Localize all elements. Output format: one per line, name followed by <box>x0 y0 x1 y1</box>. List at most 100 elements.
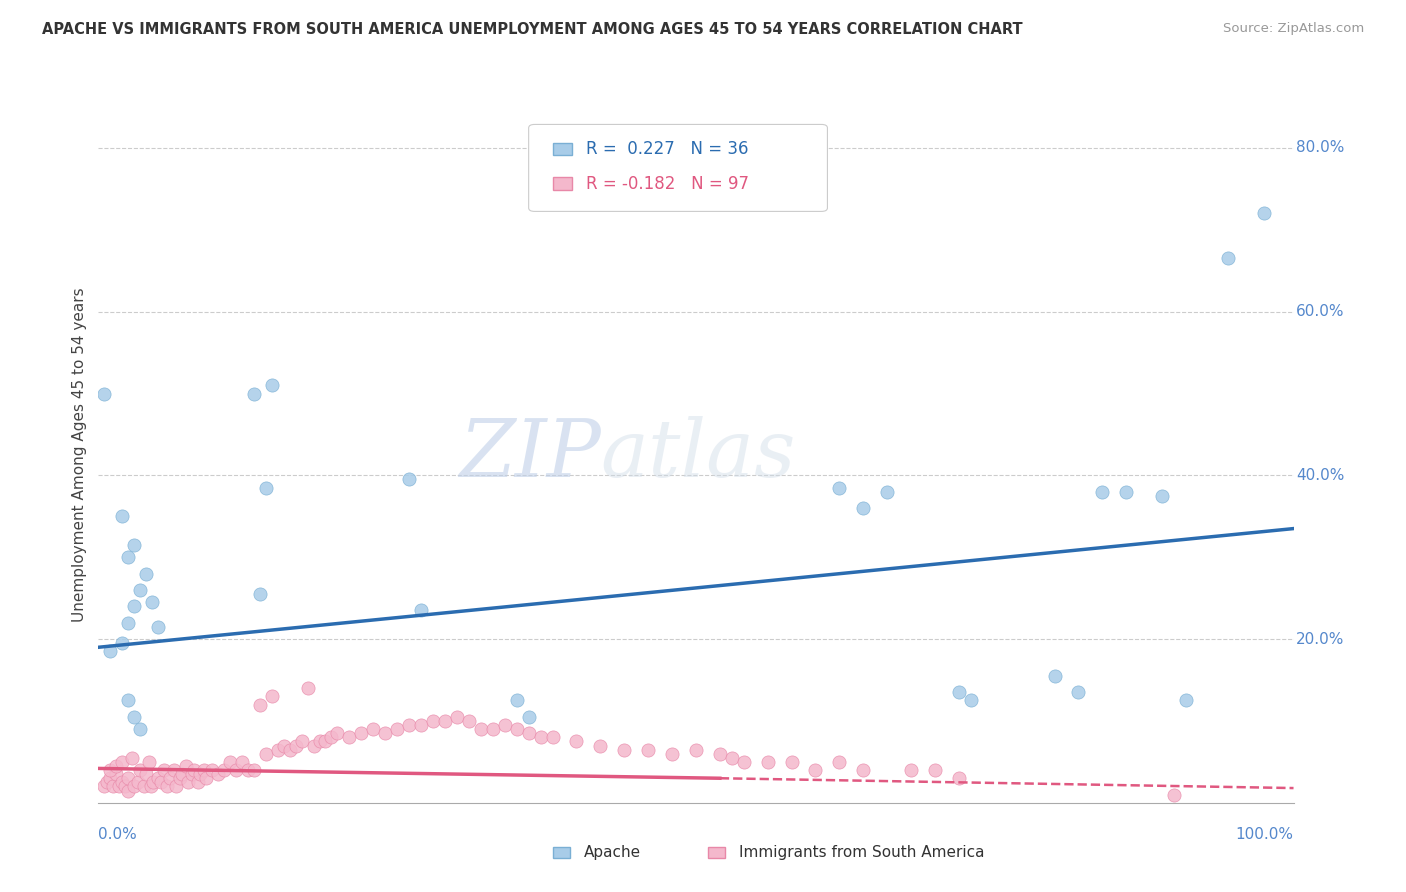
Point <box>121 751 143 765</box>
Point <box>212 763 235 777</box>
Text: atlas: atlas <box>600 417 796 493</box>
FancyBboxPatch shape <box>553 143 572 155</box>
Point <box>149 775 172 789</box>
Point <box>529 731 551 745</box>
Point <box>398 718 420 732</box>
FancyBboxPatch shape <box>709 847 725 858</box>
Point <box>1091 484 1114 499</box>
Point <box>948 685 970 699</box>
Point <box>155 780 177 794</box>
Point <box>98 763 122 777</box>
Point <box>302 739 325 753</box>
Point <box>249 698 271 712</box>
Point <box>326 726 349 740</box>
Point <box>163 763 186 777</box>
Point <box>374 726 396 740</box>
Point <box>243 763 266 777</box>
Point <box>159 771 181 785</box>
Point <box>194 771 217 785</box>
Point <box>148 620 170 634</box>
Point <box>278 742 301 756</box>
FancyBboxPatch shape <box>529 124 827 211</box>
Point <box>135 767 157 781</box>
Text: 20.0%: 20.0% <box>1296 632 1344 647</box>
Point <box>129 763 152 777</box>
Point <box>900 763 922 777</box>
Point <box>350 726 373 740</box>
Point <box>187 775 209 789</box>
Point <box>141 595 163 609</box>
Point <box>613 742 636 756</box>
Point <box>93 780 115 794</box>
Text: 100.0%: 100.0% <box>1236 827 1294 842</box>
Point <box>852 763 875 777</box>
Point <box>124 538 146 552</box>
Point <box>127 775 149 789</box>
FancyBboxPatch shape <box>553 178 572 190</box>
Point <box>959 693 981 707</box>
Point <box>411 718 433 732</box>
Point <box>315 734 337 748</box>
Point <box>517 710 540 724</box>
Point <box>129 582 152 597</box>
Point <box>1067 685 1090 699</box>
Point <box>124 599 146 614</box>
Point <box>219 755 242 769</box>
Point <box>105 767 128 781</box>
Point <box>517 726 540 740</box>
Text: 80.0%: 80.0% <box>1296 140 1344 155</box>
Point <box>111 775 134 789</box>
Point <box>142 775 165 789</box>
Text: Source: ZipAtlas.com: Source: ZipAtlas.com <box>1223 22 1364 36</box>
Text: R = -0.182   N = 97: R = -0.182 N = 97 <box>586 175 749 193</box>
Text: 0.0%: 0.0% <box>98 827 138 842</box>
Point <box>153 763 176 777</box>
Text: 40.0%: 40.0% <box>1296 468 1344 483</box>
Point <box>828 755 851 769</box>
Point <box>721 751 744 765</box>
Point <box>124 780 146 794</box>
Point <box>1253 206 1275 220</box>
Point <box>828 481 851 495</box>
Point <box>98 644 122 658</box>
Point <box>132 780 155 794</box>
Point <box>139 780 162 794</box>
Point <box>111 755 134 769</box>
Point <box>96 775 118 789</box>
Point <box>924 763 946 777</box>
Point <box>398 473 420 487</box>
Point <box>685 742 707 756</box>
Point <box>494 718 516 732</box>
Point <box>433 714 456 728</box>
Point <box>124 710 146 724</box>
Text: ZIP: ZIP <box>458 417 600 493</box>
Point <box>225 763 247 777</box>
Point <box>541 731 564 745</box>
Text: Apache: Apache <box>583 846 641 861</box>
Text: R =  0.227   N = 36: R = 0.227 N = 36 <box>586 140 749 158</box>
Point <box>236 763 259 777</box>
Point <box>117 615 139 630</box>
Text: Immigrants from South America: Immigrants from South America <box>740 846 984 861</box>
Point <box>756 755 779 769</box>
Point <box>117 693 139 707</box>
Point <box>308 734 330 748</box>
Point <box>948 771 970 785</box>
Point <box>446 710 468 724</box>
Point <box>321 731 343 745</box>
Point <box>98 771 122 785</box>
Point <box>111 509 134 524</box>
Point <box>481 722 505 736</box>
Point <box>193 763 215 777</box>
Point <box>852 501 875 516</box>
Point <box>1043 669 1066 683</box>
Point <box>201 763 224 777</box>
Point <box>385 722 409 736</box>
Y-axis label: Unemployment Among Ages 45 to 54 years: Unemployment Among Ages 45 to 54 years <box>72 287 87 623</box>
Point <box>172 767 194 781</box>
Point <box>138 755 160 769</box>
Point <box>290 734 312 748</box>
Point <box>129 722 152 736</box>
Text: APACHE VS IMMIGRANTS FROM SOUTH AMERICA UNEMPLOYMENT AMONG AGES 45 TO 54 YEARS C: APACHE VS IMMIGRANTS FROM SOUTH AMERICA … <box>42 22 1022 37</box>
Point <box>177 775 200 789</box>
